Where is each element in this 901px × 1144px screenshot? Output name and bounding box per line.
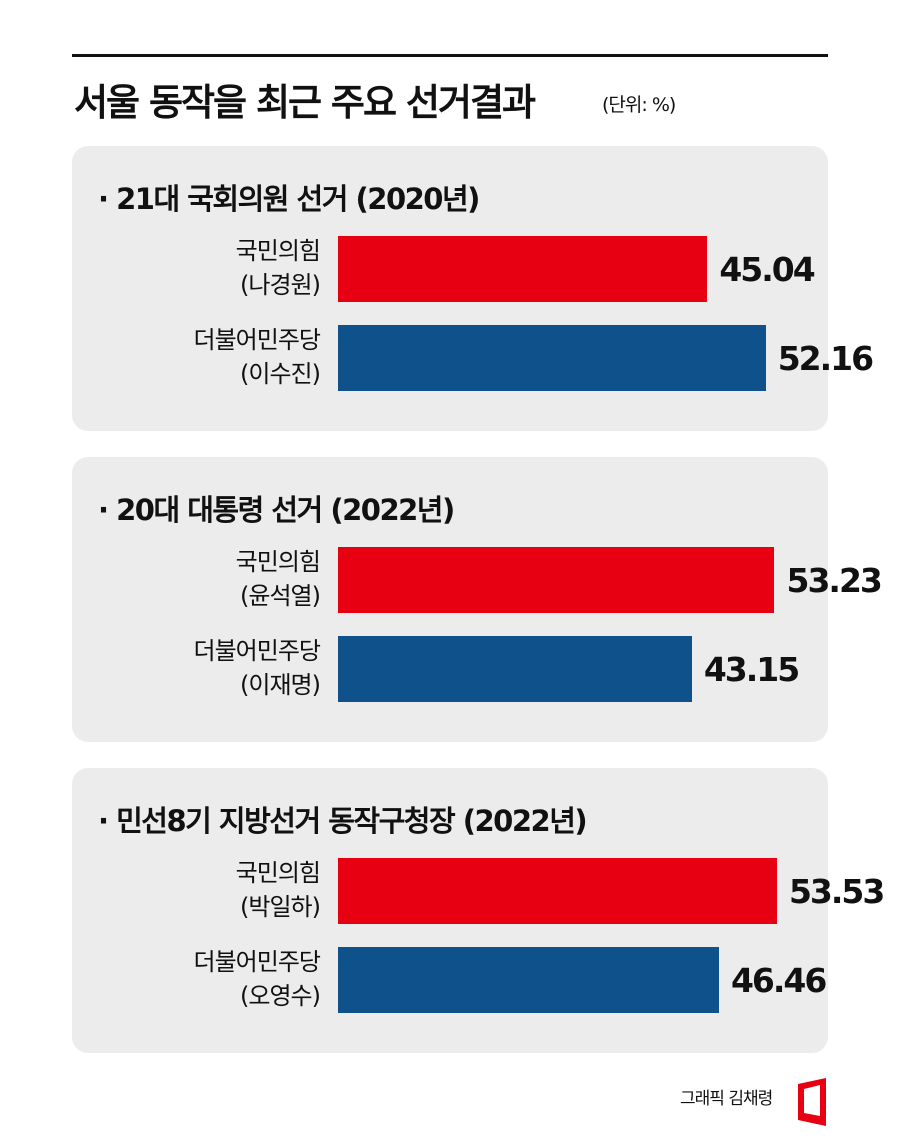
bar-row: 더불어민주당 (오영수) 46.46	[72, 947, 828, 1013]
bar-label: 더불어민주당 (이재명)	[193, 634, 321, 702]
party-name: 더불어민주당	[193, 637, 321, 665]
panel-2022-presidential-election: · 20대 대통령 선거 (2022년) 국민의힘 (윤석열) 53.23 더불…	[72, 457, 883, 742]
value-label: 43.15	[703, 650, 800, 689]
candidate-name: (윤석열)	[240, 582, 321, 610]
chart-title: 서울 동작을 최근 주요 선거결과	[74, 81, 536, 124]
bar-row: 더불어민주당 (이재명) 43.15	[72, 636, 828, 702]
panel-title: · 민선8기 지방선거 동작구청장 (2022년)	[98, 804, 588, 838]
panel-title: · 21대 국회의원 선거 (2020년)	[98, 182, 480, 216]
party-name: 더불어민주당	[193, 326, 321, 354]
candidate-name: (오영수)	[240, 982, 321, 1010]
bar	[338, 947, 719, 1013]
candidate-name: (이수진)	[240, 360, 321, 388]
party-name: 국민의힘	[235, 548, 321, 576]
bar-row: 더불어민주당 (이수진) 52.16	[72, 323, 874, 391]
candidate-name: (박일하)	[240, 893, 321, 921]
party-name: 더불어민주당	[193, 948, 321, 976]
top-rule	[72, 54, 828, 57]
value-label: 45.04	[719, 250, 815, 289]
bar	[338, 325, 766, 391]
party-name: 국민의힘	[235, 237, 321, 265]
bar-label: 국민의힘 (박일하)	[235, 856, 321, 924]
panel-title: · 20대 대통령 선거 (2022년)	[98, 493, 455, 527]
bar	[338, 636, 692, 702]
panel-2020-general-election: · 21대 국회의원 선거 (2020년) 국민의힘 (나경원) 45.04 더…	[72, 146, 874, 431]
value-label: 46.46	[730, 961, 827, 1000]
value-label: 52.16	[777, 339, 874, 378]
panel-2022-local-election: · 민선8기 지방선거 동작구청장 (2022년) 국민의힘 (박일하) 53.…	[72, 768, 885, 1053]
candidate-name: (나경원)	[240, 271, 321, 299]
value-label: 53.53	[788, 872, 885, 911]
bar	[338, 547, 775, 613]
bar-label: 국민의힘 (윤석열)	[235, 545, 321, 613]
bar-row: 국민의힘 (박일하) 53.53	[72, 856, 885, 924]
bar-label: 더불어민주당 (이수진)	[193, 323, 321, 391]
party-name: 국민의힘	[235, 859, 321, 887]
graphic-credit: 그래픽 김채령	[680, 1089, 773, 1109]
bar	[338, 858, 777, 924]
bar-row: 국민의힘 (나경원) 45.04	[72, 236, 828, 302]
unit-label: (단위: %)	[602, 94, 676, 116]
candidate-name: (이재명)	[240, 671, 321, 699]
bar-label: 국민의힘 (나경원)	[235, 234, 321, 302]
value-label: 53.23	[786, 561, 882, 600]
bar-label: 더불어민주당 (오영수)	[193, 945, 321, 1013]
bar-row: 국민의힘 (윤석열) 53.23	[72, 545, 883, 613]
publisher-logo-icon	[798, 1078, 826, 1126]
bar	[338, 236, 708, 302]
